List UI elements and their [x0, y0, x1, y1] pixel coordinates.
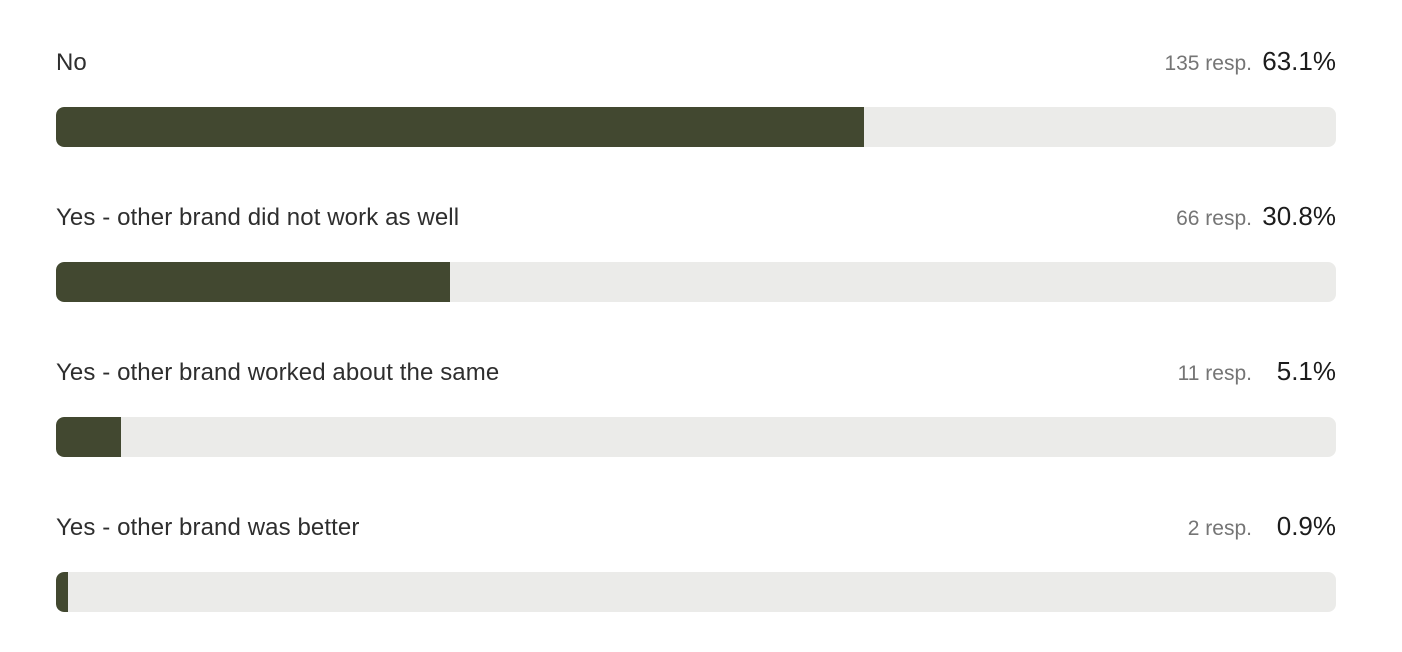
answer-label: Yes - other brand was better: [56, 514, 360, 541]
row-header: Yes - other brand worked about the same …: [56, 356, 1336, 389]
response-count: 2 resp.: [1187, 517, 1252, 540]
row-header: Yes - other brand did not work as well 6…: [56, 201, 1336, 234]
response-count: 66 resp.: [1176, 207, 1252, 230]
chart-row: Yes - other brand worked about the same …: [56, 356, 1336, 457]
response-count: 135 resp.: [1164, 52, 1252, 75]
bar-fill: [56, 572, 68, 612]
chart-row: No 135 resp. 63.1%: [56, 46, 1336, 147]
bar-track: [56, 107, 1336, 147]
row-header: No 135 resp. 63.1%: [56, 46, 1336, 79]
bar-fill: [56, 417, 122, 457]
answer-label: No: [56, 49, 87, 76]
chart-rows: No 135 resp. 63.1% Yes - other brand did…: [56, 46, 1336, 612]
bar-track: [56, 417, 1336, 457]
row-header: Yes - other brand was better 2 resp. 0.9…: [56, 511, 1336, 544]
chart-row: Yes - other brand did not work as well 6…: [56, 201, 1336, 302]
bar-track: [56, 262, 1336, 302]
bar-track: [56, 572, 1336, 612]
response-count: 11 resp.: [1177, 362, 1252, 385]
bar-fill: [56, 107, 864, 147]
chart-row: Yes - other brand was better 2 resp. 0.9…: [56, 511, 1336, 612]
answer-label: Yes - other brand did not work as well: [56, 204, 460, 231]
percent-value: 63.1%: [1262, 46, 1336, 76]
percent-value: 0.9%: [1276, 511, 1336, 541]
bar-fill: [56, 262, 451, 302]
answer-label: Yes - other brand worked about the same: [56, 359, 500, 386]
percent-value: 5.1%: [1276, 356, 1336, 386]
percent-value: 30.8%: [1262, 201, 1336, 231]
